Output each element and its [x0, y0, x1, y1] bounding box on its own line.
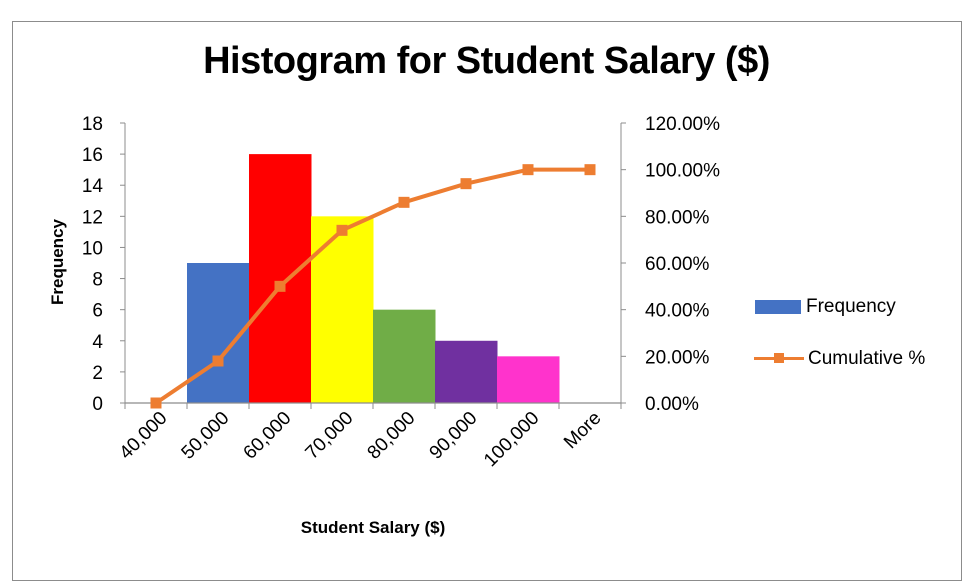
plot-area[interactable]: 0 2 4 6 8 10 12 14 16 18 0.00% 20.00% 40.00% 60.00% 8…	[0, 0, 973, 554]
y2-tick-label: 120.00%	[645, 114, 720, 135]
y-tick-label: 2	[92, 363, 103, 384]
y-tick-label: 0	[92, 394, 103, 415]
y-tick-label: 14	[82, 176, 104, 197]
cumulative-marker-90,000[interactable]	[460, 178, 472, 190]
cumulative-marker-80,000[interactable]	[398, 196, 410, 208]
frequency-swatch-icon	[755, 300, 801, 314]
x-axis: 40,000 50,000 60,000 70,000 80,000 90,000100,…	[116, 402, 622, 471]
bar-90,000[interactable]	[435, 340, 498, 403]
frequency-bars	[187, 154, 560, 403]
cumulative-line-swatch-icon	[754, 352, 804, 366]
bar-100,000[interactable]	[497, 356, 560, 403]
cumulative-marker-70,000[interactable]	[336, 224, 348, 236]
x-tick-label: 80,000	[364, 408, 420, 464]
y2-tick-label: 0.00%	[645, 394, 699, 415]
legend-item-frequency: Frequency	[752, 293, 925, 321]
legend: Frequency Cumulative %	[752, 293, 925, 381]
y-tick-label: 12	[82, 207, 103, 228]
bar-80,000[interactable]	[373, 309, 436, 403]
y2-tick-label: 60.00%	[645, 254, 710, 275]
x-tick-label: 100,000	[480, 408, 543, 471]
y2-tick-label: 40.00%	[645, 301, 710, 322]
x-axis-title: Student Salary ($)	[300, 518, 446, 537]
y2-tick-label: 20.00%	[645, 347, 710, 368]
chart-title: Histogram for Student Salary ($)	[203, 40, 770, 82]
right-y-axis: 0.00% 20.00% 40.00% 60.00% 80.00% 100.00% 120.…	[620, 114, 720, 415]
y-tick-label: 10	[82, 238, 103, 259]
y-tick-label: 6	[92, 301, 103, 322]
x-tick-label: 70,000	[302, 408, 358, 464]
y-tick-label: 8	[92, 270, 103, 291]
cumulative-marker-100,000[interactable]	[522, 164, 534, 176]
y-tick-label: 16	[82, 145, 103, 166]
bar-70,000[interactable]	[311, 216, 374, 403]
legend-label-frequency: Frequency	[806, 296, 896, 317]
cumulative-line	[150, 164, 596, 409]
x-tick-label: 90,000	[426, 408, 482, 464]
bar-60,000[interactable]	[249, 154, 312, 403]
y2-tick-label: 80.00%	[645, 207, 710, 228]
chart-area[interactable]	[12, 21, 962, 581]
cumulative-marker-40,000[interactable]	[150, 397, 162, 409]
y-tick-label: 18	[82, 114, 103, 135]
cumulative-marker-More[interactable]	[584, 164, 596, 176]
x-tick-label: More	[560, 408, 605, 453]
left-y-axis: 0 2 4 6 8 10 12 14 16 18	[82, 114, 126, 415]
y-tick-label: 4	[92, 332, 103, 353]
y2-tick-label: 100.00%	[645, 161, 720, 182]
x-tick-label: 40,000	[116, 408, 172, 464]
cumulative-marker-50,000[interactable]	[212, 355, 224, 367]
x-tick-label: 50,000	[178, 408, 234, 464]
cumulative-marker-60,000[interactable]	[274, 280, 286, 292]
legend-item-cumulative: Cumulative %	[752, 337, 925, 381]
x-tick-label: 60,000	[240, 408, 296, 464]
legend-label-cumulative: Cumulative %	[808, 348, 926, 369]
